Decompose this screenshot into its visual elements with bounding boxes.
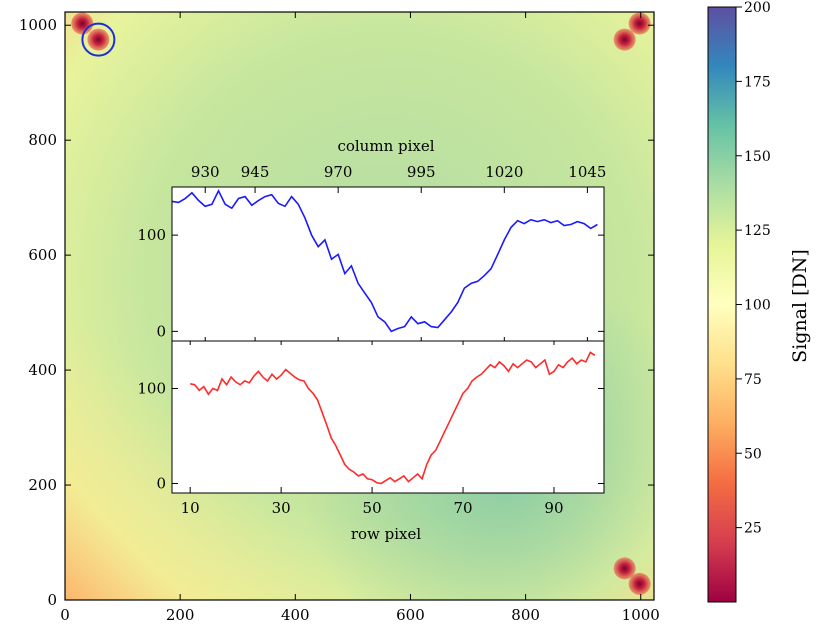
colorbar-tick-label: 150 xyxy=(744,149,771,165)
row-tick-label: 50 xyxy=(363,499,382,517)
column-tick-label: 1020 xyxy=(485,163,523,181)
inset-bottom-background xyxy=(172,341,604,493)
bright-spot xyxy=(628,572,651,595)
series-column-line xyxy=(171,188,598,333)
inset-bottom-x-ticks: 10 30 50 70 90 xyxy=(181,341,564,517)
x-tick-label: 1000 xyxy=(622,606,660,624)
column-tick-label: 930 xyxy=(191,163,220,181)
inset-top-y-ticks: 0 100 xyxy=(137,226,604,340)
y-tick-label: 800 xyxy=(28,131,57,149)
x-tick-label: 800 xyxy=(511,606,540,624)
bright-spots xyxy=(71,12,651,595)
column-tick-label: 1045 xyxy=(568,163,606,181)
colorbar-tick-label: 50 xyxy=(744,446,762,462)
bright-spot xyxy=(71,12,94,35)
y-tick-label: 400 xyxy=(28,361,57,379)
bottom-y-tick-label: 100 xyxy=(137,380,166,398)
colorbar-tick-label: 200 xyxy=(744,0,771,16)
inset-bottom-panel: 10 30 50 70 90 0 100 row pixel xyxy=(137,340,605,543)
bright-spot xyxy=(613,28,636,51)
inset-bottom-frame xyxy=(171,340,605,494)
colorbar-tick-label: 25 xyxy=(744,521,762,537)
inset-top-xlabel: column pixel xyxy=(337,137,434,155)
column-tick-label: 970 xyxy=(324,163,353,181)
bright-spot xyxy=(613,557,636,580)
y-tick-label: 1000 xyxy=(19,16,57,34)
colorbar-tick-label: 175 xyxy=(744,74,771,90)
row-tick-label: 10 xyxy=(181,499,200,517)
column-tick-label: 945 xyxy=(241,163,270,181)
colorbar-gradient xyxy=(707,6,737,603)
inset-bottom-xlabel: row pixel xyxy=(351,525,422,543)
colorbar-tick-label: 100 xyxy=(744,298,771,314)
x-tick-label: 400 xyxy=(281,606,310,624)
image-x-ticks: 0 200 400 600 800 1000 xyxy=(60,12,660,624)
inset-top-x-ticks: 930 945 970 995 1020 1045 xyxy=(191,163,606,341)
colorbar-label: Signal [DN] xyxy=(789,249,811,363)
colorbar-ticks: 25 50 75 100 125 150 175 200 xyxy=(736,0,771,537)
colorbar-tick-label: 75 xyxy=(744,372,762,388)
row-tick-label: 90 xyxy=(544,499,563,517)
y-tick-label: 600 xyxy=(28,246,57,264)
top-y-tick-label: 0 xyxy=(156,322,166,340)
series-row-line xyxy=(190,351,596,485)
colorbar-tick-label: 125 xyxy=(744,223,771,239)
top-y-tick-label: 100 xyxy=(137,226,166,244)
x-tick-label: 0 xyxy=(60,606,70,624)
bright-spot xyxy=(87,28,110,51)
x-tick-label: 600 xyxy=(396,606,425,624)
highlight-circle xyxy=(81,22,116,57)
inset-top-panel: 930 945 970 995 1020 1045 0 100 column pixel xyxy=(137,137,606,342)
y-tick-label: 200 xyxy=(28,476,57,494)
image-frame xyxy=(64,11,655,601)
bright-spot xyxy=(628,12,651,35)
bottom-y-tick-label: 0 xyxy=(156,475,166,493)
inset-top-background xyxy=(172,187,604,341)
row-tick-label: 70 xyxy=(453,499,472,517)
y-tick-label: 0 xyxy=(47,591,57,609)
colorbar: 25 50 75 100 125 150 175 200 Signal [DN] xyxy=(707,0,811,603)
column-tick-label: 995 xyxy=(407,163,436,181)
row-tick-label: 30 xyxy=(272,499,291,517)
inset-bottom-y-ticks: 0 100 xyxy=(137,380,604,493)
x-tick-label: 200 xyxy=(166,606,195,624)
